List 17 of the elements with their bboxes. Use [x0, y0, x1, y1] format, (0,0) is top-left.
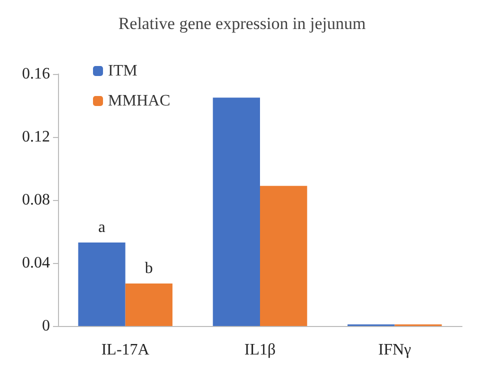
annotation: a [98, 219, 106, 236]
bar [212, 98, 260, 326]
legend-label: ITM [108, 62, 138, 80]
chart-title: Relative gene expression in jejunum [118, 14, 366, 33]
bar [78, 242, 126, 326]
x-tick-label: IL-17A [101, 342, 150, 358]
y-tick-label: 0 [42, 318, 50, 334]
y-tick-label: 0.16 [22, 66, 50, 82]
y-tick-label: 0.04 [22, 254, 50, 272]
y-tick-label: 0.12 [22, 128, 50, 146]
annotation: b [144, 260, 153, 277]
bar [260, 186, 308, 326]
x-tick-label: IL1β [244, 342, 276, 358]
legend-label: MMHAC [108, 92, 170, 110]
bar [125, 283, 172, 326]
x-tick-label: IFNγ [378, 342, 412, 358]
y-tick-label: 0.08 [22, 192, 50, 208]
